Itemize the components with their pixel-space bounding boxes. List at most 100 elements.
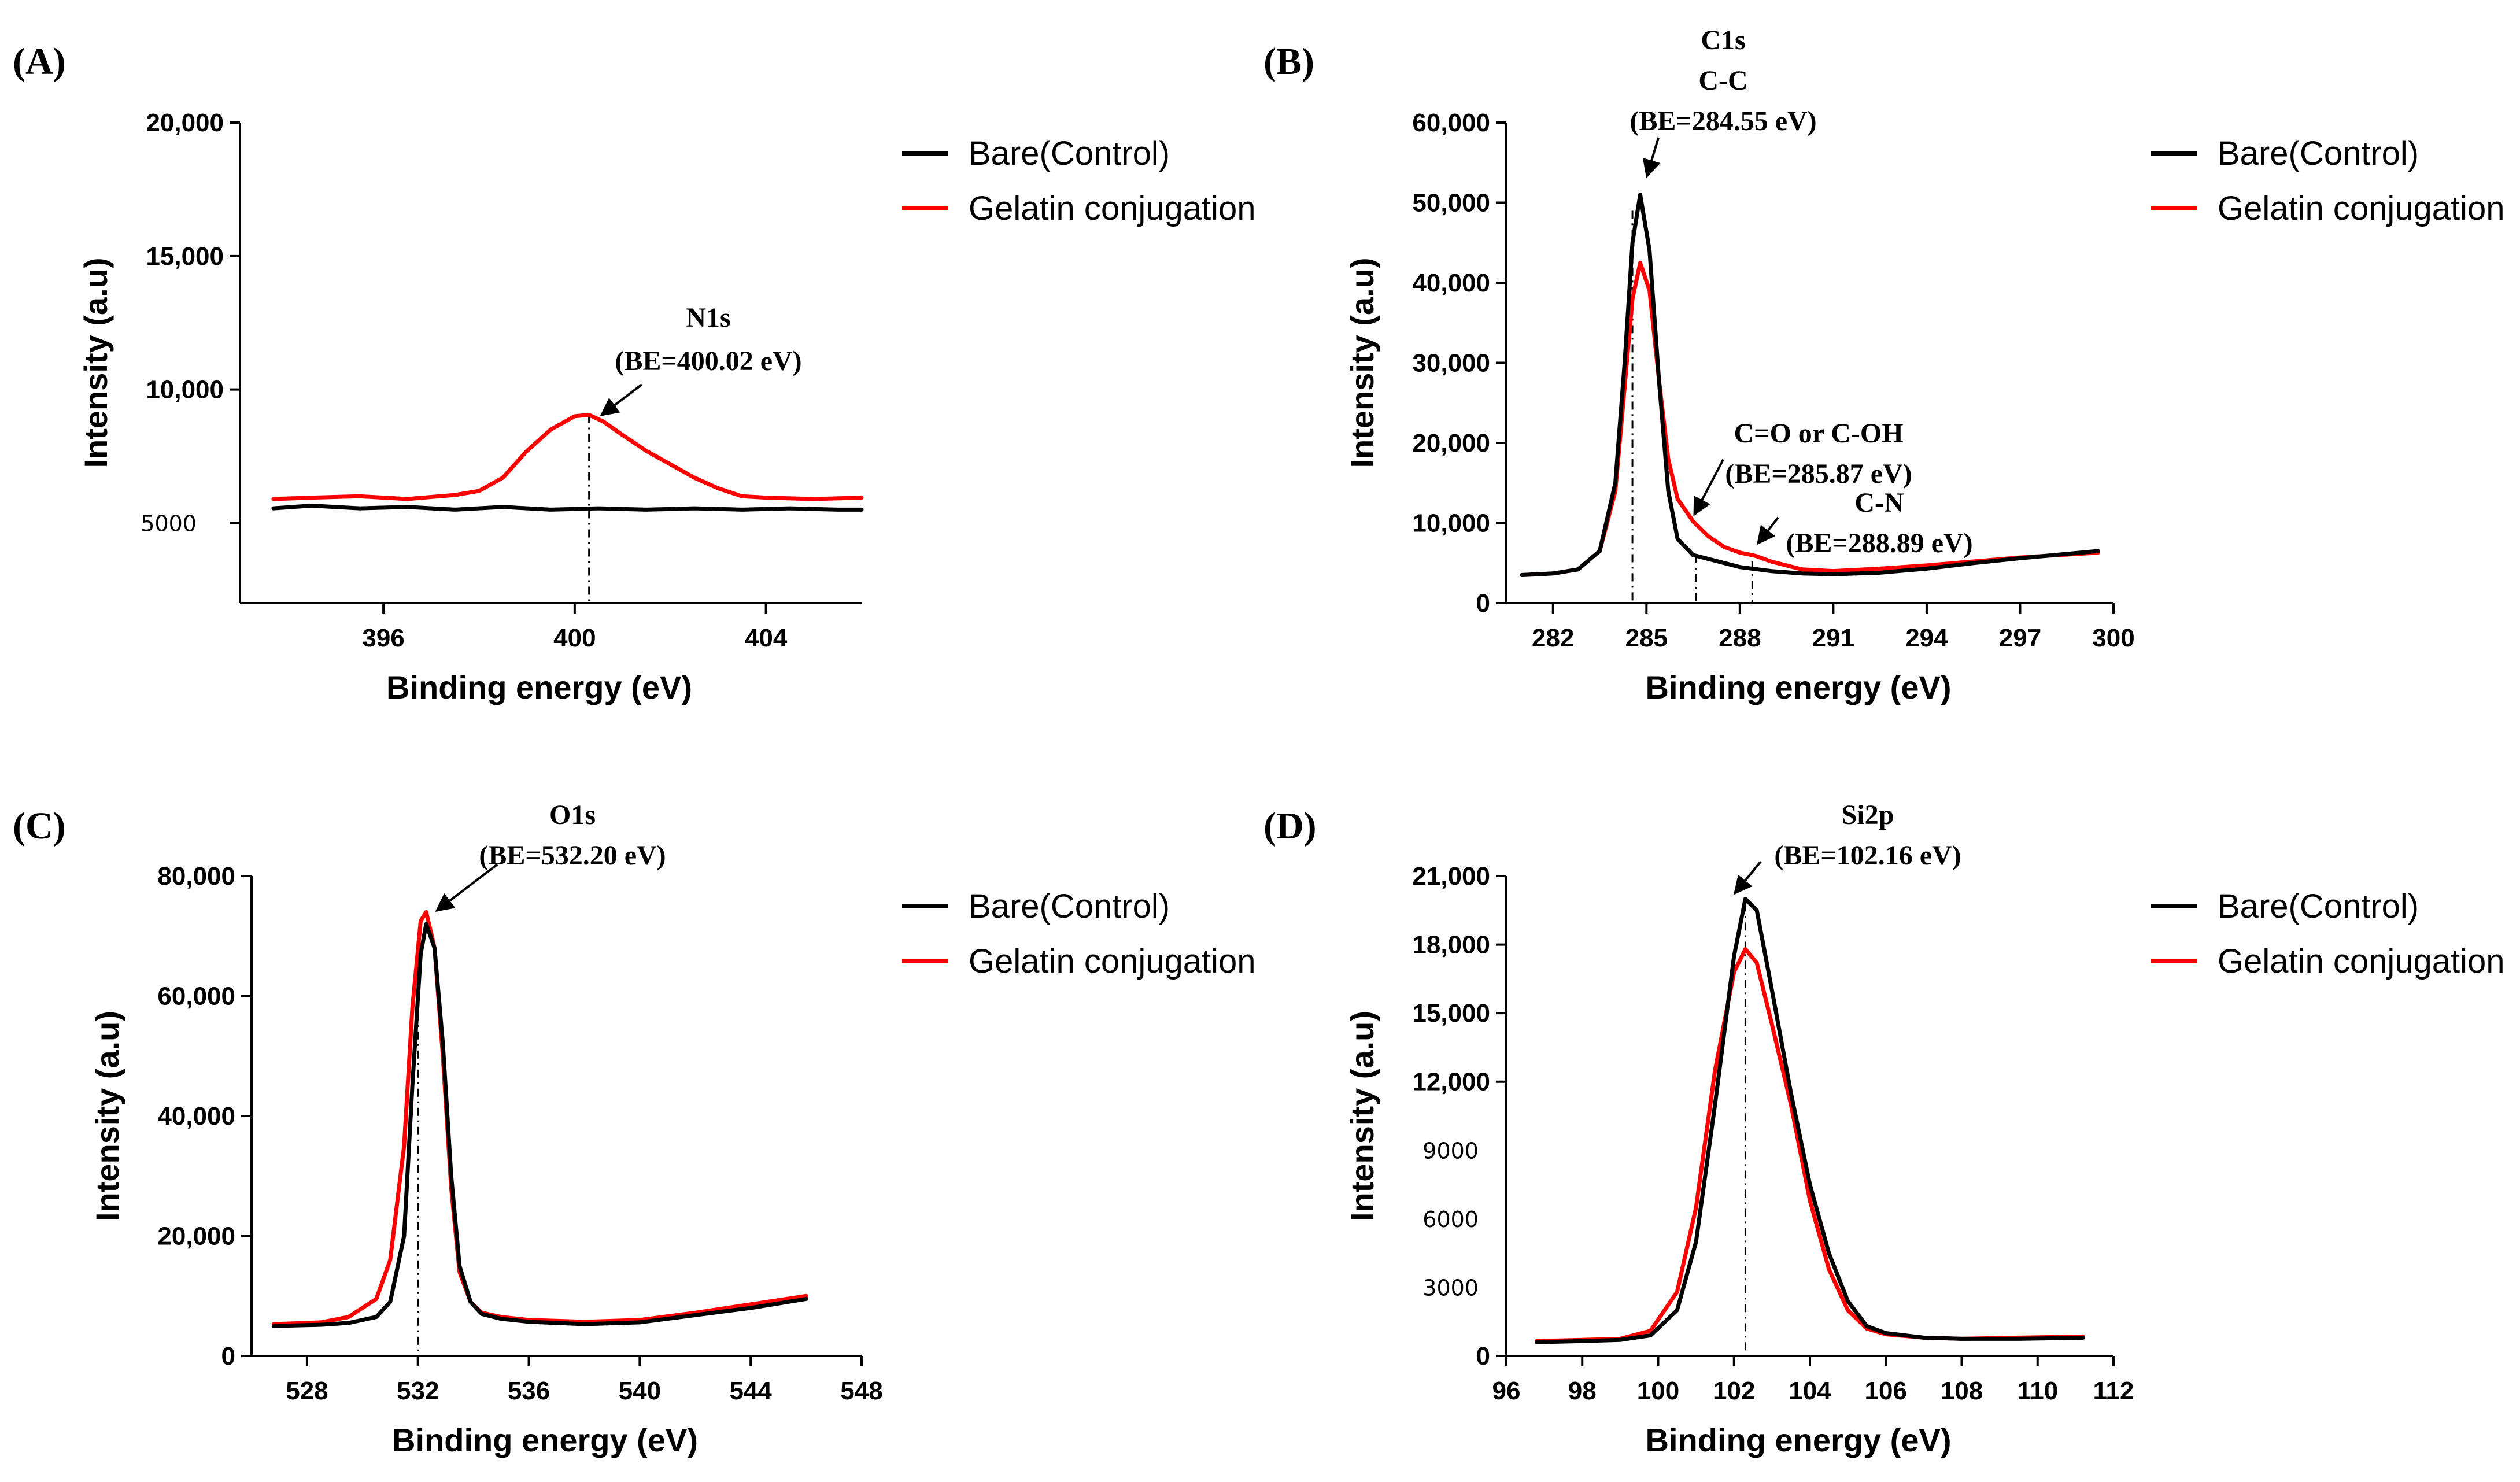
legend-label: Bare(Control) — [2218, 888, 2419, 925]
y-tick-label: 40,000 — [1412, 269, 1490, 297]
panel-label: (B) — [1263, 40, 1314, 83]
annotation-arrow — [1757, 516, 1779, 545]
panel-c: (C) 528 532 536 540 544 548 0 20,000 40,000 60,000… — [13, 800, 1256, 1458]
peak-annotation-text: C-C — [1698, 65, 1747, 96]
x-tick-label: 285 — [1625, 624, 1668, 652]
y-tick-label: 12,000 — [1412, 1068, 1490, 1096]
peak-annotation-text: C1s — [1701, 25, 1745, 56]
x-tick-label: 100 — [1637, 1377, 1679, 1405]
x-tick-label: 548 — [840, 1377, 882, 1405]
peak-annotation-text: Si2p — [1842, 800, 1894, 830]
y-tick-label: 15,000 — [1412, 999, 1490, 1028]
x-tick-label: 300 — [2092, 624, 2134, 652]
legend-label: Gelatin conjugation — [2218, 190, 2505, 227]
x-tick-label: 112 — [2093, 1377, 2134, 1405]
x-axis-title: Binding energy (eV) — [1646, 669, 1952, 705]
peak-annotation-text: C-N — [1854, 487, 1904, 518]
y-tick-label: 20,000 — [146, 109, 224, 137]
panel-a: (A) 396 400 404 10,000 15,000 20,000 5000 Bindin… — [13, 40, 1256, 705]
panel-label: (D) — [1263, 805, 1317, 847]
x-tick-label: 396 — [362, 624, 404, 652]
y-tick-label: 0 — [221, 1342, 235, 1370]
y-tick-label: 18,000 — [1412, 931, 1490, 959]
x-tick-label: 536 — [508, 1377, 550, 1405]
panel-label: (A) — [13, 40, 66, 83]
series-line-gelatin-conjugation — [271, 413, 864, 501]
y-tick-label: 40,000 — [157, 1102, 235, 1130]
y-tick-label: 80,000 — [157, 862, 235, 890]
legend-label: Gelatin conjugation — [969, 190, 1256, 227]
y-tick-label: 10,000 — [1412, 509, 1490, 538]
panel-d: (D) 96 98 100 102 104 106 108 110 112 0 12,000 15,00… — [1263, 800, 2505, 1458]
x-tick-label: 106 — [1865, 1377, 1907, 1405]
annotation-arrow — [435, 863, 498, 912]
y-tick-label: 60,000 — [1412, 109, 1490, 137]
y-axis-title: Intensity (a.u) — [77, 257, 114, 468]
legend-label: Bare(Control) — [969, 888, 1170, 925]
x-tick-label: 282 — [1532, 624, 1574, 652]
peak-annotation-text: O1s — [549, 800, 596, 830]
series-line-gelatin-conjugation — [1535, 947, 2085, 1343]
peak-annotation-text: N1s — [686, 302, 730, 333]
y-tick-label: 15,000 — [146, 242, 224, 271]
y-axis-title: Intensity (a.u) — [1344, 257, 1380, 468]
annotation-arrow — [1693, 459, 1724, 516]
x-tick-label: 544 — [729, 1377, 772, 1405]
y-tick-label: 60,000 — [157, 982, 235, 1011]
y-tick-label: 0 — [1476, 1342, 1490, 1370]
y-tick-label: 6000 — [1422, 1207, 1479, 1232]
series-line-bare-control — [1520, 193, 2100, 577]
peak-annotation-text: (BE=288.89 eV) — [1786, 528, 1972, 559]
panel-label: (C) — [13, 805, 66, 847]
series-line-bare-control — [271, 922, 808, 1328]
legend-label: Bare(Control) — [969, 135, 1170, 172]
x-tick-label: 96 — [1492, 1377, 1521, 1405]
peak-annotation-text: C=O or C-OH — [1734, 418, 1903, 449]
x-tick-label: 98 — [1568, 1377, 1597, 1405]
x-axis-title: Binding energy (eV) — [386, 669, 692, 705]
y-axis-title: Intensity (a.u) — [1344, 1011, 1380, 1221]
annotation-arrow — [600, 383, 643, 416]
peak-annotation-text: (BE=284.55 eV) — [1629, 106, 1816, 136]
x-tick-label: 400 — [553, 624, 596, 652]
x-tick-label: 528 — [286, 1377, 328, 1405]
y-tick-label: 10,000 — [146, 376, 224, 404]
panel-b: (B) 282 285 288 291 294 297 300 0 10,000 20,000 30,… — [1263, 25, 2505, 705]
series-line-bare-control — [1535, 897, 2085, 1344]
y-tick-label: 50,000 — [1412, 189, 1490, 217]
x-tick-label: 294 — [1905, 624, 1948, 652]
x-tick-label: 291 — [1812, 624, 1854, 652]
y-tick-label: 3000 — [1422, 1275, 1479, 1300]
y-tick-label: 9000 — [1422, 1138, 1479, 1163]
x-tick-label: 532 — [397, 1377, 439, 1405]
annotation-arrow — [1733, 860, 1762, 895]
y-axis-title: Intensity (a.u) — [89, 1011, 125, 1221]
x-tick-label: 297 — [1999, 624, 2041, 652]
x-tick-label: 540 — [619, 1377, 661, 1405]
annotation-arrow — [1642, 137, 1661, 179]
y-tick-label: 0 — [1476, 589, 1490, 618]
x-tick-label: 404 — [745, 624, 788, 652]
peak-annotation-text: (BE=285.87 eV) — [1725, 459, 1912, 489]
y-tick-label: 30,000 — [1412, 349, 1490, 378]
x-axis-title: Binding energy (eV) — [1646, 1422, 1952, 1458]
x-tick-label: 102 — [1713, 1377, 1755, 1405]
y-tick-label: 5000 — [141, 511, 197, 537]
legend-label: Gelatin conjugation — [2218, 943, 2505, 980]
peak-annotation-text: (BE=102.16 eV) — [1774, 840, 1961, 871]
x-tick-label: 110 — [2017, 1377, 2058, 1405]
legend-label: Gelatin conjugation — [969, 943, 1256, 980]
x-axis-title: Binding energy (eV) — [392, 1422, 698, 1458]
legend-label: Bare(Control) — [2218, 135, 2419, 172]
peak-annotation-text: (BE=532.20 eV) — [479, 840, 666, 871]
y-tick-label: 21,000 — [1412, 862, 1490, 890]
peak-annotation-text: (BE=400.02 eV) — [615, 346, 801, 376]
y-tick-label: 20,000 — [157, 1222, 235, 1251]
y-tick-label: 20,000 — [1412, 429, 1490, 457]
series-line-bare-control — [271, 504, 864, 512]
x-tick-label: 288 — [1719, 624, 1761, 652]
series-line-gelatin-conjugation — [271, 910, 808, 1326]
x-tick-label: 108 — [1941, 1377, 1983, 1405]
x-tick-label: 104 — [1789, 1377, 1831, 1405]
